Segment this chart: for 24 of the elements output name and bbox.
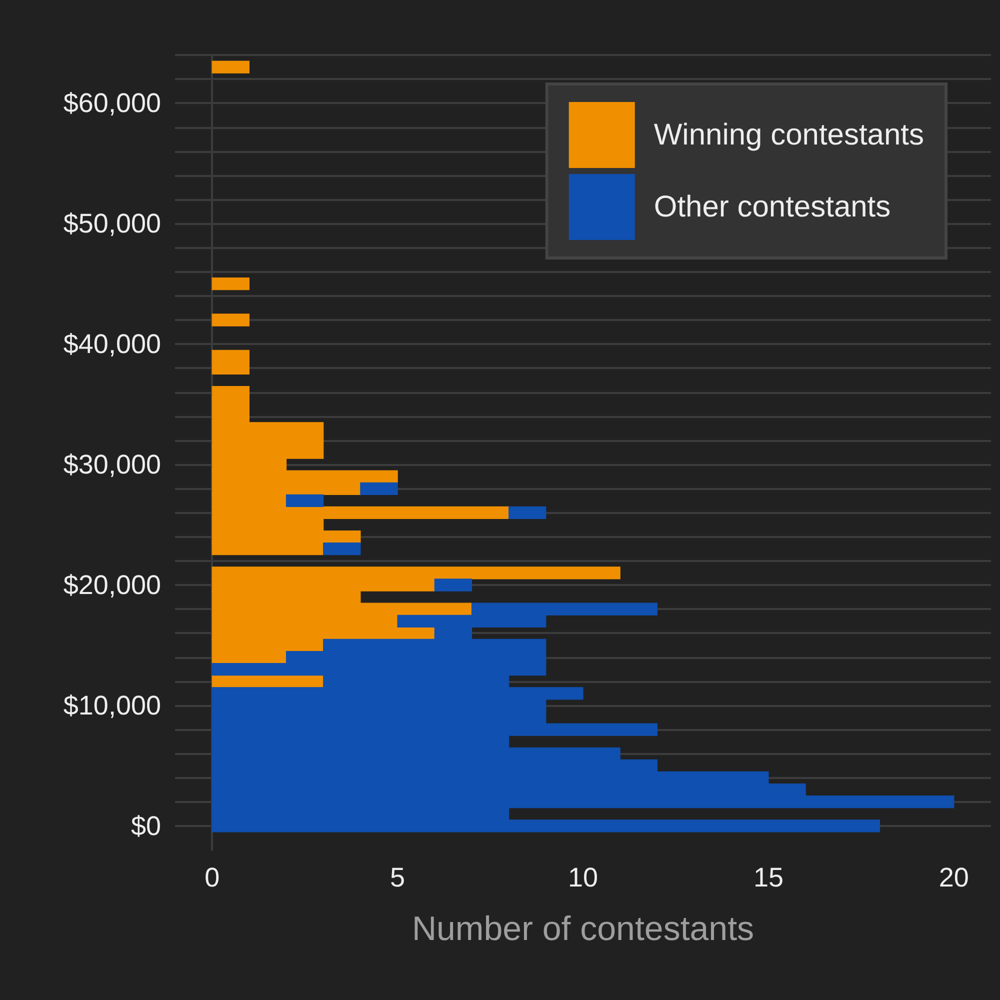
y-tick-label: $50,000 — [63, 208, 161, 239]
y-tick-label: $20,000 — [63, 570, 161, 600]
x-tick-label: 10 — [568, 862, 598, 892]
bar — [212, 314, 250, 326]
y-tick-label: $40,000 — [63, 329, 161, 360]
bar — [212, 675, 324, 688]
y-tick-label: $10,000 — [63, 690, 161, 720]
y-tick-label: $0 — [130, 810, 161, 841]
y-tick-label: $60,000 — [63, 88, 161, 118]
x-tick-label: 20 — [938, 862, 969, 892]
x-tick-label: 5 — [390, 862, 406, 892]
x-tick-label: 0 — [204, 862, 220, 892]
x-tick-label: 15 — [753, 862, 784, 892]
bar — [508, 506, 546, 520]
bar — [286, 494, 324, 508]
y-tick-label: $30,000 — [63, 450, 161, 480]
bar — [212, 278, 250, 290]
bar — [212, 60, 250, 74]
legend-label: Other contestants — [654, 190, 891, 224]
legend-label: Winning contestants — [654, 118, 924, 152]
bar — [323, 542, 361, 556]
bar — [360, 482, 398, 495]
bar — [434, 578, 472, 592]
x-axis-title: Number of contestants — [412, 910, 754, 948]
